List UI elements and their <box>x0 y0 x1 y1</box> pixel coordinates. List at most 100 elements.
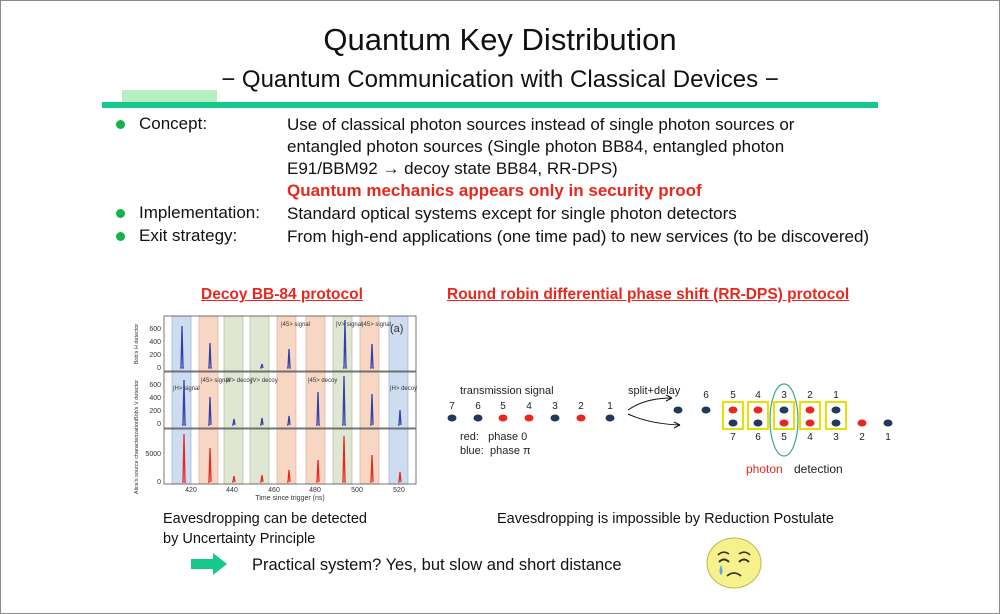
delayed-number: 2 <box>807 390 813 401</box>
peak <box>398 409 402 426</box>
peak <box>316 391 320 426</box>
pulse-number: 5 <box>500 401 506 412</box>
pulse-red <box>805 406 815 414</box>
axis-label-bob-v: Bob's V detector <box>134 380 140 420</box>
direct-number: 2 <box>859 432 865 443</box>
pulse-red <box>857 419 867 427</box>
delayed-number: 6 <box>703 390 709 401</box>
band-green <box>249 315 270 485</box>
pulse-blue <box>779 406 789 414</box>
tick-label: 600 <box>149 382 161 389</box>
delayed-number: 4 <box>755 390 761 401</box>
peak <box>398 471 402 483</box>
band-label: |H> signal <box>173 386 200 392</box>
peak <box>182 379 186 426</box>
exit-text: From high-end applications (one time pad… <box>287 227 870 246</box>
peak <box>343 319 347 369</box>
peak <box>342 375 346 426</box>
conclusion-text: Practical system? Yes, but slow and shor… <box>252 556 622 574</box>
legend-red: red: phase 0 <box>460 431 527 443</box>
peak <box>316 459 320 483</box>
direct-number: 1 <box>885 432 891 443</box>
rrdps-caption: Round robin differential phase shift (RR… <box>447 286 850 303</box>
direct-number: 5 <box>781 432 787 443</box>
direct-number: 3 <box>833 432 839 443</box>
peaks-bottom <box>182 433 402 483</box>
pulse-blue <box>550 414 560 422</box>
bullet-dot <box>116 232 125 241</box>
tick-label: 420 <box>185 487 197 494</box>
peak <box>180 325 184 369</box>
concept-highlight: Quantum mechanics appears only in securi… <box>287 181 702 200</box>
band-label: |V> decoy <box>226 378 253 384</box>
detection-label-detection: detection <box>794 462 843 476</box>
pulse-blue <box>701 406 711 414</box>
rrdps-figure: transmission signal 7 6 5 4 3 2 1 red: p… <box>447 383 893 476</box>
bullet-dot <box>116 120 125 129</box>
bullet-label-implementation: Implementation: <box>139 203 260 222</box>
panel-top <box>163 315 417 372</box>
decoy-figure: 600 400 200 0 600 400 200 0 5000 0 Bob's… <box>134 315 417 502</box>
pulse-red <box>753 406 763 414</box>
axis-label-alice: Alice's source characterization <box>134 420 140 494</box>
direct-number: 7 <box>730 432 736 443</box>
split-delay-label: split+delay <box>628 385 681 397</box>
transmission-pulses <box>447 414 615 422</box>
pulse-blue <box>605 414 615 422</box>
pulse-red <box>576 414 586 422</box>
left-note-line-1: Eavesdropping can be detected <box>163 511 367 527</box>
band-green <box>223 315 244 485</box>
tick-label: 400 <box>149 339 161 346</box>
band-label: |45> decoy <box>308 378 337 384</box>
implementation-text: Standard optical systems except for sing… <box>287 204 737 223</box>
band-green <box>332 315 353 485</box>
direct-pulses <box>728 419 893 427</box>
legend-blue: blue: phase π <box>460 445 531 457</box>
peak <box>287 348 291 369</box>
detection-box <box>747 401 769 430</box>
detection-box <box>799 401 821 430</box>
transmission-label: transmission signal <box>460 385 554 397</box>
peak <box>208 447 212 483</box>
pulse-number: 7 <box>449 401 455 412</box>
tick-label: 600 <box>149 326 161 333</box>
concept-line-1: Use of classical photon sources instead … <box>287 115 795 134</box>
band-label: |45> signal <box>201 378 230 384</box>
band-label: |45> signal <box>362 322 391 328</box>
tick-label: 0 <box>157 421 161 428</box>
band-blue <box>388 315 409 485</box>
pulse-blue <box>473 414 483 422</box>
peak <box>260 474 264 483</box>
tick-label: 200 <box>149 408 161 415</box>
peak <box>287 469 291 483</box>
pulse-blue <box>753 419 763 427</box>
axis-label-bob-h: Bob's H detector <box>134 324 140 365</box>
pulse-blue <box>728 419 738 427</box>
peak <box>260 417 264 426</box>
arrow-right-icon <box>191 553 227 575</box>
detection-box <box>825 401 847 430</box>
detection-label-photon: photon <box>746 462 783 476</box>
arrowhead <box>673 421 681 429</box>
delayed-number: 5 <box>730 390 736 401</box>
pulse-number: 2 <box>578 401 584 412</box>
direct-number: 4 <box>807 432 813 443</box>
delayed-number: 3 <box>781 390 787 401</box>
band-label: |45> signal <box>281 322 310 328</box>
left-note-line-2: by Uncertainty Principle <box>163 531 316 547</box>
crying-face-icon <box>706 537 762 589</box>
pulse-number: 3 <box>552 401 558 412</box>
tick-label: 5000 <box>145 451 161 458</box>
peak <box>370 454 374 483</box>
pulse-blue <box>831 406 841 414</box>
split-arrow-upper <box>627 397 673 411</box>
pulse-red <box>728 406 738 414</box>
peaks-mid <box>182 375 402 426</box>
panel-label: (a) <box>390 323 403 335</box>
tick-label: 0 <box>157 479 161 486</box>
pulse-red <box>805 419 815 427</box>
peak <box>370 343 374 369</box>
delayed-number: 1 <box>833 390 839 401</box>
band-label: |V> decoy <box>251 378 278 384</box>
slide-subtitle: − Quantum Communication with Classical D… <box>221 66 779 93</box>
